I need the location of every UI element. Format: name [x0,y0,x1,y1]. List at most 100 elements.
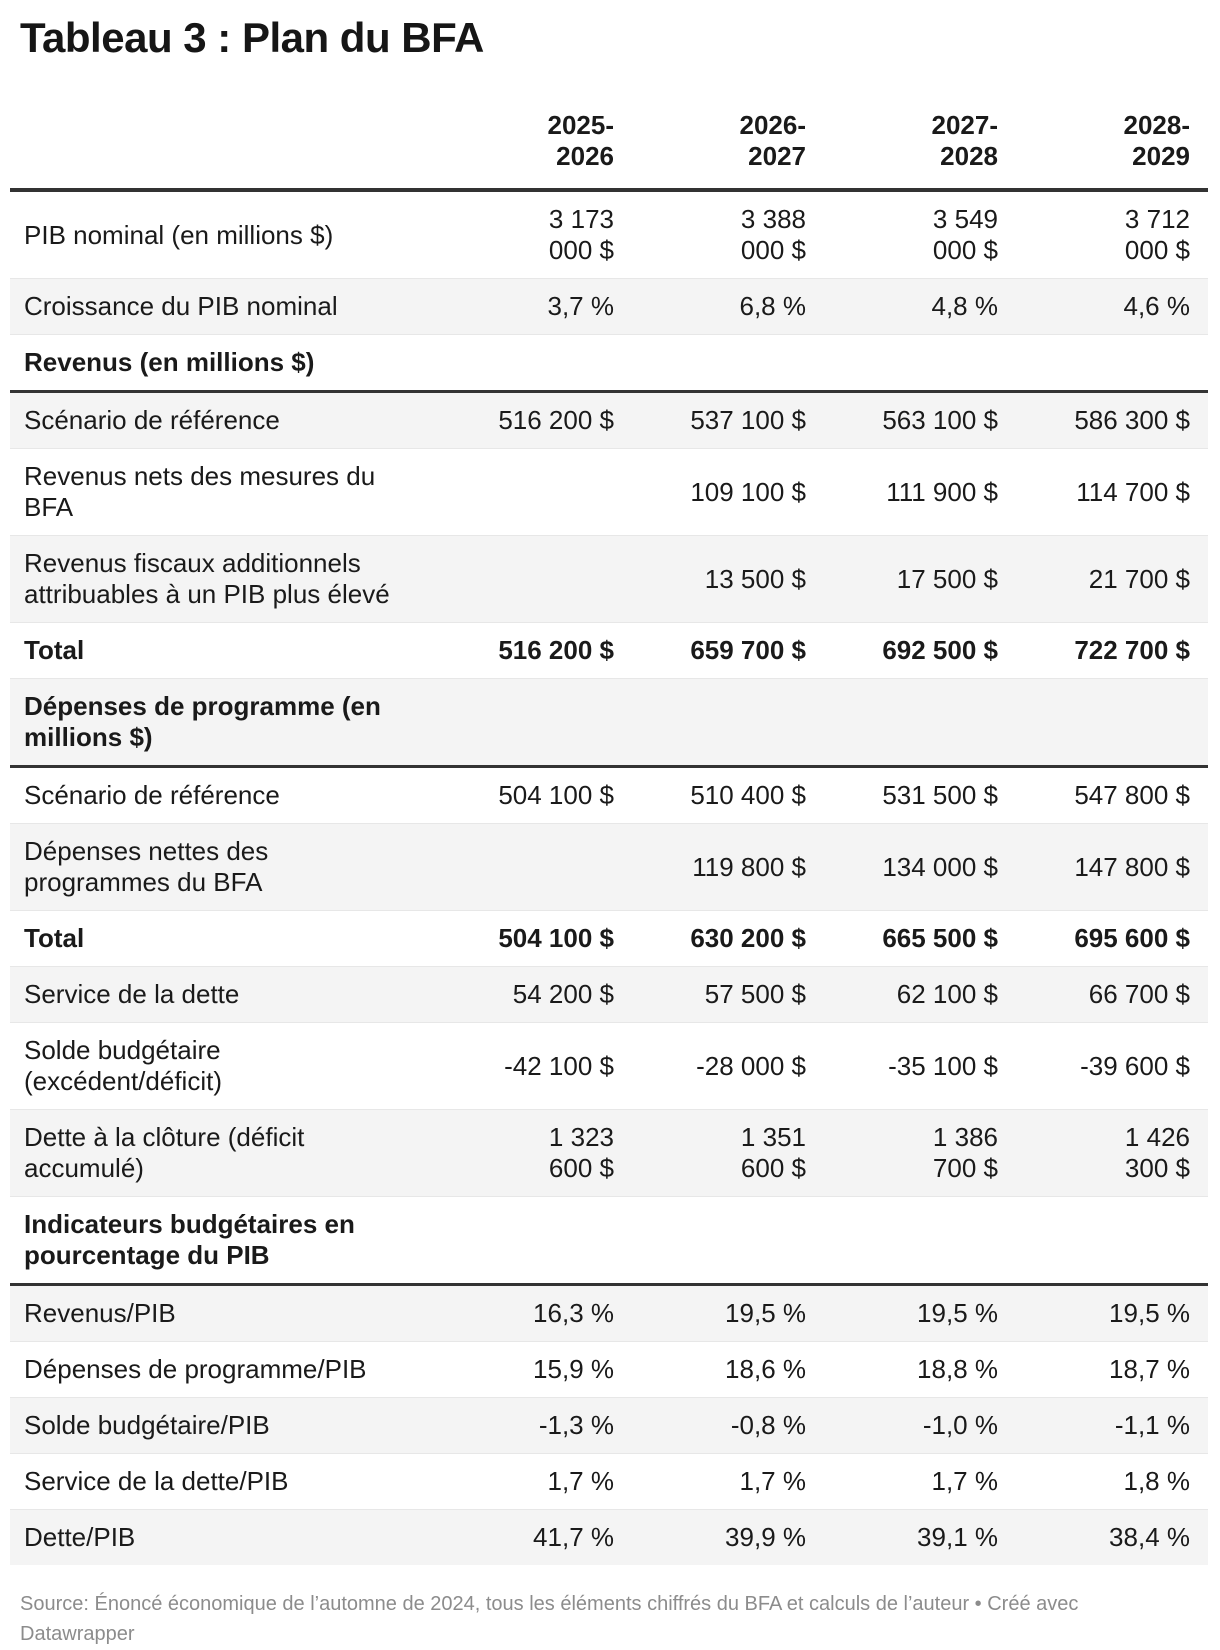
row-label: Scénario de référence [24,405,280,435]
row-label: Revenus/PIB [24,1298,176,1328]
cell-value: 17 500 $ [896,563,998,594]
cell-value: 114 700 $ [1076,476,1190,507]
corner-cell [10,62,440,192]
source-note: Source: Énoncé économique de l’automne d… [20,1593,1079,1645]
cell-value: 15,9 % [533,1354,614,1384]
cell-value: 1,8 % [1123,1466,1191,1496]
row-label: Solde budgétaire (excédent/déficit) [24,1035,222,1096]
cell-value: 3,7 % [547,291,615,321]
cell-value [440,536,632,623]
row-label: Solde budgétaire/PIB [24,1410,270,1440]
cell-value: 504 100 $ [498,780,614,810]
row-label: Service de la dette/PIB [24,1466,289,1496]
row-label: Dépenses nettes des programmes du BFA [24,836,269,897]
cell-value: 4,6 % [1123,291,1191,321]
cell-value: 66 700 $ [1088,979,1190,1009]
row-label: Service de la dette [24,979,240,1009]
cell-value: 1 426 300 $ [1124,1122,1190,1183]
cell-value: 1,7 % [739,1466,807,1496]
cell-value: 19,5 % [1109,1298,1190,1328]
cell-value: 57 500 $ [704,979,806,1009]
table-row: Dépenses nettes des programmes du BFA 119… [10,823,1208,911]
cell-value: -0,8 % [730,1410,806,1440]
row-label: Dépenses de programme/PIB [24,1354,367,1384]
cell-value: 537 100 $ [690,405,806,435]
cell-value: 3 173 000 $ [548,204,614,265]
table-row: Revenus/PIB 16,3 % 19,5 % 19,5 % 19,5 % [10,1284,1208,1342]
cell-value: 1 351 600 $ [740,1122,806,1183]
table-row: Dépenses de programme/PIB 15,9 % 18,6 % 18,… [10,1341,1208,1398]
cell-value [440,449,632,536]
table-row: Service de la dette/PIB 1,7 % 1,7 % 1,7 % 1,… [10,1453,1208,1510]
table-row: Service de la dette 54 200 $ 57 500 $ 62 10… [10,966,1208,1023]
cell-value: -1,0 % [922,1410,998,1440]
cell-value: 1,7 % [547,1466,615,1496]
row-label: Revenus nets des mesures du BFA [24,461,376,522]
cell-value: 516 200 $ [498,405,614,435]
cell-value: 3 712 000 $ [1124,204,1190,265]
cell-value: 531 500 $ [882,780,998,810]
cell-value: -1,3 % [538,1410,614,1440]
section-label: Indicateurs budgétaires en pourcentage d… [24,1209,355,1270]
row-label: Total [24,923,85,953]
cell-value: 1,7 % [931,1466,999,1496]
table-row: Dette à la clôture (déficit accumulé) 1 3… [10,1109,1208,1197]
cell-value: 695 600 $ [1074,923,1190,953]
cell-value: 54 200 $ [512,979,614,1009]
cell-value: 504 100 $ [498,923,614,953]
table-row: Total 504 100 $ 630 200 $ 665 500 $ 695 600 … [10,910,1208,967]
cell-value: 62 100 $ [896,979,998,1009]
cell-value: 119 800 $ [692,851,806,882]
row-label: Dette à la clôture (déficit accumulé) [24,1122,305,1183]
cell-value: -28 000 $ [696,1050,806,1081]
cell-value: 16,3 % [533,1298,614,1328]
cell-value: 38,4 % [1109,1522,1190,1552]
table-row: Revenus nets des mesures du BFA 109 100 $… [10,448,1208,536]
cell-value: 659 700 $ [690,635,806,665]
cell-value: 586 300 $ [1074,405,1190,435]
cell-value: 18,6 % [725,1354,806,1384]
header-row: 2025- 2026 2026- 2027 2027- 2028 2028- 2… [10,62,1208,192]
cell-value: 19,5 % [725,1298,806,1328]
column-header: 2027- 2028 [824,62,1016,192]
cell-value: 3 549 000 $ [932,204,998,265]
table-row: Solde budgétaire (excédent/déficit) -42 1… [10,1022,1208,1110]
cell-value [440,824,632,911]
cell-value: 6,8 % [739,291,807,321]
cell-value: 147 800 $ [1074,851,1190,882]
cell-value: 18,8 % [917,1354,998,1384]
section-row: Dépenses de programme (en millions $) [10,678,1208,767]
cell-value: 3 388 000 $ [740,204,806,265]
column-header: 2028- 2029 [1016,62,1208,192]
row-label: Dette/PIB [24,1522,136,1552]
table-row: Dette/PIB 41,7 % 39,9 % 39,1 % 38,4 % [10,1509,1208,1565]
cell-value: -39 600 $ [1080,1050,1190,1081]
cell-value: -35 100 $ [888,1050,998,1081]
section-row: Revenus (en millions $) [10,334,1208,392]
cell-value: 134 000 $ [882,851,998,882]
table-body: PIB nominal (en millions $) 3 173 000 $ 3 … [10,190,1208,1565]
budget-table: 2025- 2026 2026- 2027 2027- 2028 2028- 2… [10,62,1208,1565]
cell-value: 39,9 % [725,1522,806,1552]
cell-value: 563 100 $ [882,405,998,435]
section-row: Indicateurs budgétaires en pourcentage d… [10,1196,1208,1285]
column-header: 2025- 2026 [440,62,632,192]
cell-value: 516 200 $ [498,635,614,665]
table-row: Solde budgétaire/PIB -1,3 % -0,8 % -1,0 % -1… [10,1397,1208,1454]
cell-value: 18,7 % [1109,1354,1190,1384]
row-label: Revenus fiscaux additionnels attribuable… [24,548,390,609]
table-row: Scénario de référence 516 200 $ 537 100 $ 5… [10,391,1208,449]
section-label: Revenus (en millions $) [24,347,315,377]
row-label: Croissance du PIB nominal [24,291,338,321]
table-row: Revenus fiscaux additionnels attribuable… [10,535,1208,623]
cell-value: 547 800 $ [1074,780,1190,810]
table-row: Total 516 200 $ 659 700 $ 692 500 $ 722 700 … [10,622,1208,679]
cell-value: 21 700 $ [1088,563,1190,594]
row-label: Total [24,635,85,665]
cell-value: -1,1 % [1114,1410,1190,1440]
cell-value: 4,8 % [931,291,999,321]
row-label: Scénario de référence [24,780,280,810]
section-label: Dépenses de programme (en millions $) [24,691,381,752]
cell-value: 41,7 % [533,1522,614,1552]
